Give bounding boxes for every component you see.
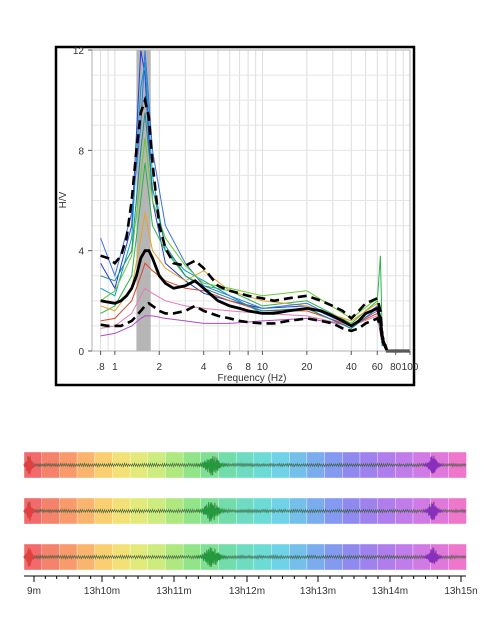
seismic-trace [23,548,467,567]
y-tick-label: 0 [78,347,84,358]
waveform-trace-3 [23,543,467,571]
x-tick-label: .8 [96,362,105,373]
signal-burst [422,547,443,565]
x-tick-label: 4 [201,362,207,373]
waveform-traces [23,451,467,571]
seismic-trace [23,501,467,522]
time-tick-label: 13h14m [372,586,408,597]
y-tick-label: 8 [78,146,84,157]
signal-burst [196,458,228,476]
time-axis: 9m 13h10m 13h11m 13h12m 13h13m 13h14m 13h15n [24,575,478,597]
waveform-trace-1 [23,451,467,479]
statistic-curves [100,95,410,353]
window-curve [100,112,383,347]
signal-burst [196,501,228,521]
x-axis-title: Frequency (Hz) [218,373,287,384]
window-curve [100,137,383,347]
signal-burst [23,501,36,521]
time-tick-label: 9m [27,586,41,597]
signal-burst [422,501,443,521]
x-tick-label: 60 [372,362,384,373]
x-tick-label: 40 [346,362,358,373]
x-tick-label: 10 [257,362,269,373]
time-tick-label: 13h15n [444,586,477,597]
signal-burst [23,455,36,475]
y-tick-label: 12 [73,46,85,57]
x-tick-label: 100 [402,362,419,373]
x-tick-label: 6 [227,362,233,373]
time-tick-label: 13h13m [300,586,336,597]
waveform-trace-2 [23,497,467,525]
x-axis-ticks: .8 1 2 4 6 8 10 20 40 60 80 100 [96,351,419,373]
x-tick-label: 8 [245,362,251,373]
signal-burst [196,547,228,568]
plot-area-border [91,49,411,352]
x-tick-label: 20 [301,362,313,373]
waveform-panel: 9m 13h10m 13h11m 13h12m 13h13m 13h14m 13h15n [23,451,478,597]
window-curve [100,212,383,347]
signal-burst [422,456,443,474]
x-tick-label: 1 [112,362,118,373]
time-tick-label: 13h11m [156,586,191,597]
y-axis-ticks: 0 4 8 12 [73,46,92,358]
y-tick-label: 4 [78,247,84,258]
x-tick-label: 80 [390,362,402,373]
x-tick-label: 2 [157,362,163,373]
time-tick-label: 13h10m [84,586,120,597]
mean-curve [100,249,410,353]
signal-burst [23,547,36,567]
window-curve [100,310,383,347]
window-curve [100,287,383,347]
seismic-trace [23,455,467,474]
std-upper-curve [100,95,410,353]
window-curve [100,262,383,347]
time-tick-label: 13h12m [229,586,265,597]
y-axis-title: H/V [58,191,69,208]
